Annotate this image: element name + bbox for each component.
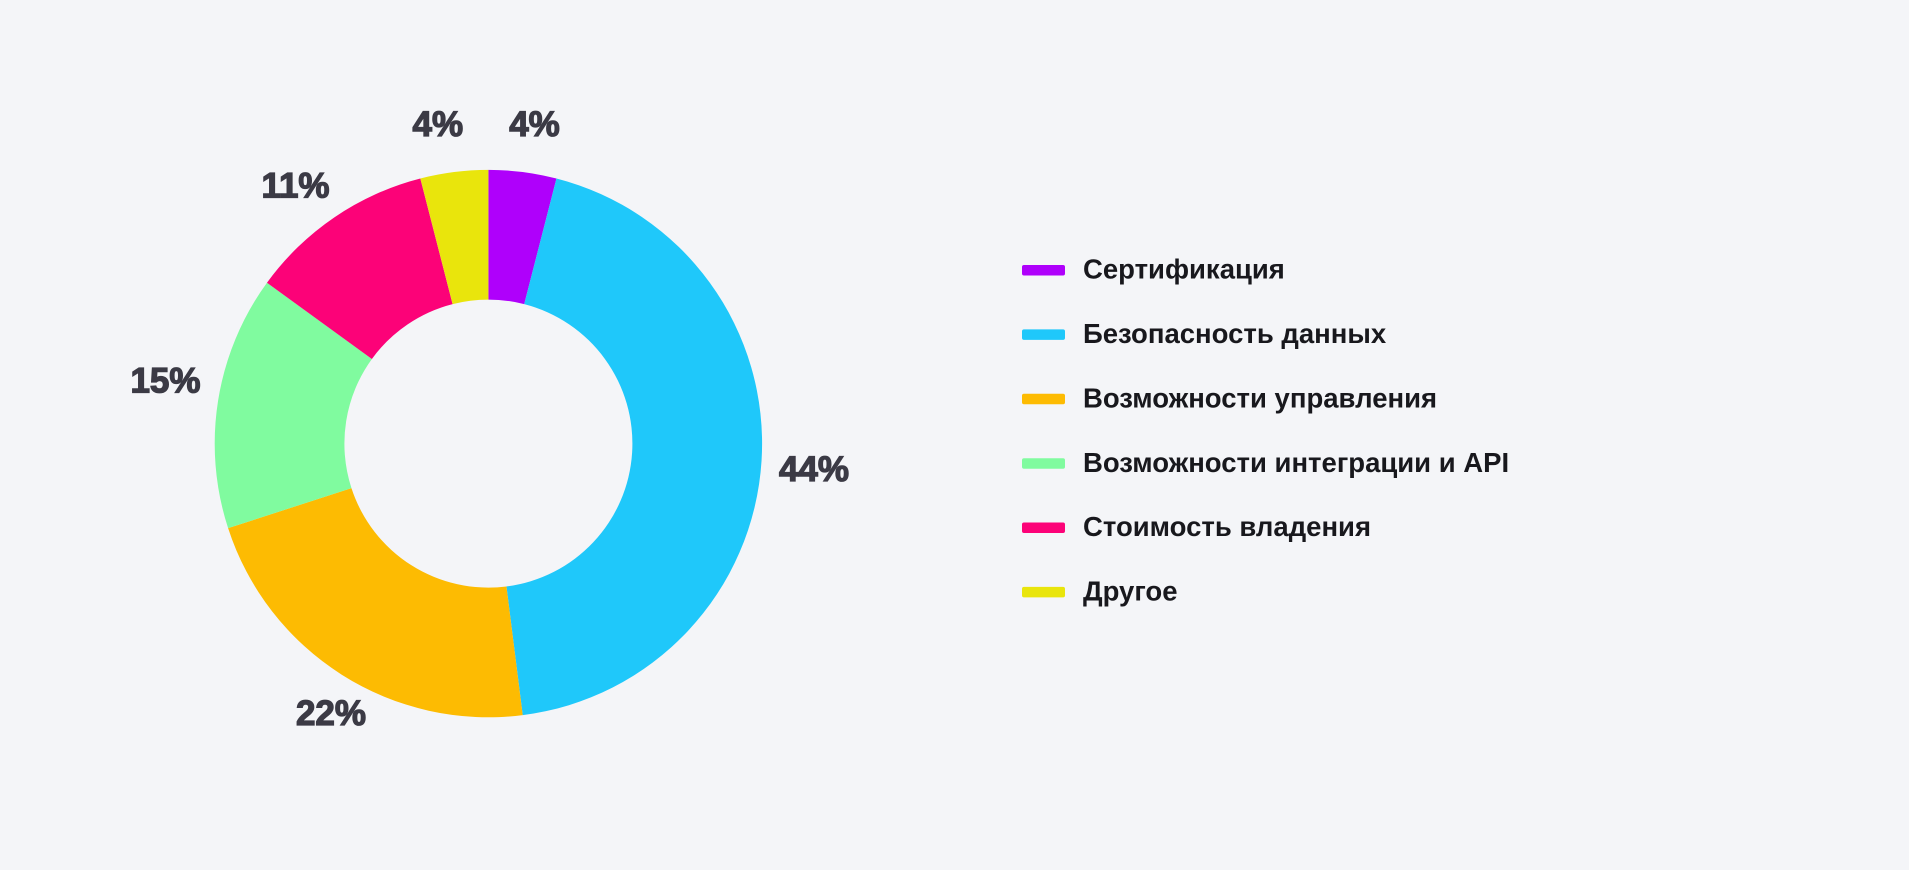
svg-text:44%: 44%: [779, 450, 849, 489]
svg-text:Сертификация: Сертификация: [1083, 254, 1285, 285]
svg-text:22%: 22%: [296, 694, 366, 733]
svg-text:Возможности управления: Возможности управления: [1083, 383, 1437, 414]
svg-text:4%: 4%: [509, 105, 560, 144]
svg-text:Стоимость владения: Стоимость владения: [1083, 511, 1371, 542]
svg-text:15%: 15%: [130, 362, 200, 401]
svg-text:Другое: Другое: [1083, 576, 1178, 607]
svg-text:Возможности интеграции и API: Возможности интеграции и API: [1083, 447, 1509, 478]
svg-text:11%: 11%: [261, 167, 329, 206]
svg-text:Безопасность данных: Безопасность данных: [1083, 318, 1387, 349]
svg-text:4%: 4%: [413, 105, 464, 144]
